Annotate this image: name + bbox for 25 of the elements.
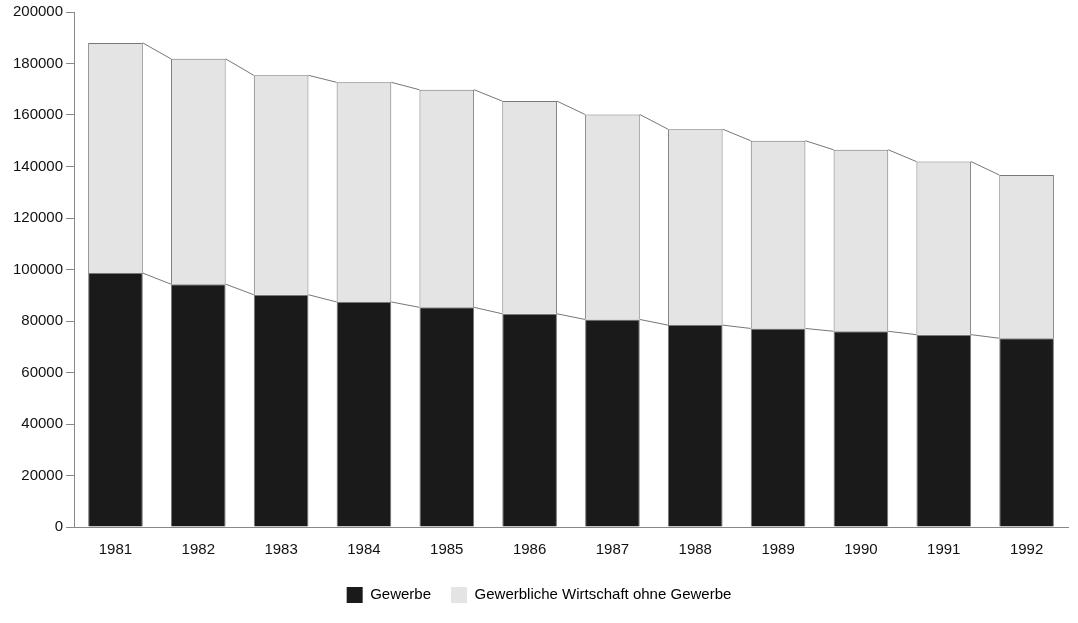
legend-label: Gewerbe: [370, 585, 432, 603]
y-tick-label: 160000: [12, 105, 64, 123]
y-tick-label: 100000: [12, 259, 64, 277]
x-tick-label: 1988: [678, 540, 712, 558]
y-tick-label: 200000: [12, 2, 64, 20]
x-tick-label: 1989: [761, 540, 795, 558]
x-tick-label: 1992: [1009, 540, 1044, 558]
y-tick-label: 0: [54, 517, 64, 535]
y-tick-label: 40000: [21, 414, 64, 432]
x-tick-label: 1981: [98, 540, 133, 558]
x-tick-label: 1982: [181, 540, 215, 558]
x-tick-label: 1985: [430, 540, 464, 558]
x-tick-label: 1984: [347, 540, 381, 558]
x-tick-label: 1986: [512, 540, 547, 558]
y-tick-label: 180000: [12, 53, 64, 71]
y-tick-label: 20000: [21, 465, 64, 483]
x-tick-label: 1991: [927, 540, 961, 558]
x-tick-label: 1983: [264, 540, 298, 558]
x-tick-label: 1987: [595, 540, 630, 558]
y-tick-label: 120000: [12, 208, 64, 226]
x-tick-label: 1990: [844, 540, 878, 558]
y-tick-label: 60000: [21, 362, 64, 380]
y-tick-label: 80000: [21, 311, 64, 329]
y-tick-label: 140000: [12, 156, 64, 174]
legend-label: Gewerbliche Wirtschaft ohne Gewerbe: [474, 585, 732, 603]
